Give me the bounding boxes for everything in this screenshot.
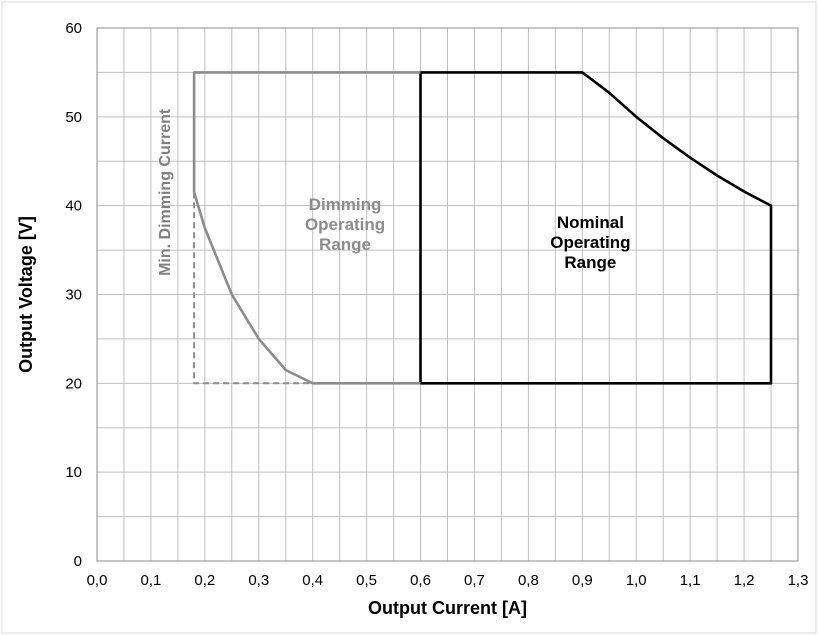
series-line [192, 191, 421, 385]
series-line [193, 192, 313, 385]
series-layer [192, 71, 773, 385]
tick-labels: 0,0 0,1 0,2 0,3 0,4 0,5 0,6 0,7 0,8 0,9 1,0 1,1 1,2 1… [65, 20, 808, 589]
region-label-line: Range [564, 253, 616, 272]
region-label-line: Operating [550, 233, 630, 252]
region-label-line: Nominal [557, 213, 624, 232]
y-axis-title: Output Voltage [V] [16, 216, 36, 373]
y-tick-label: 0 [74, 553, 82, 570]
x-tick-label: 1,3 [788, 572, 809, 589]
x-tick-label: 0,9 [572, 572, 593, 589]
region-label-line: Dimming [309, 195, 382, 214]
y-tick-label: 30 [65, 287, 82, 304]
x-tick-label: 0,0 [87, 572, 108, 589]
x-tick-label: 0,3 [248, 572, 269, 589]
plot-area-border [96, 27, 799, 562]
x-tick-label: 0,4 [302, 572, 323, 589]
x-tick-label: 0,1 [140, 572, 161, 589]
region-label-line: Operating [305, 215, 385, 234]
y-tick-label: 40 [65, 198, 82, 215]
x-tick-label: 0,2 [194, 572, 215, 589]
y-tick-label: 10 [65, 464, 82, 481]
y-tick-label: 20 [65, 375, 82, 392]
region-label-line: Range [319, 235, 371, 254]
x-tick-label: 0,7 [464, 572, 485, 589]
y-tick-label: 50 [65, 109, 82, 126]
x-tick-label: 1,0 [626, 572, 647, 589]
x-tick-label: 0,8 [518, 572, 539, 589]
series-line [192, 71, 421, 193]
region-label: Dimming Operating Range [305, 195, 385, 254]
x-tick-label: 1,2 [734, 572, 755, 589]
min-dimming-current-label: Min. Dimming Current [157, 108, 174, 276]
x-axis-title: Output Current [A] [368, 598, 527, 618]
x-tick-label: 1,1 [680, 572, 701, 589]
y-tick-label: 60 [65, 20, 82, 37]
x-tick-label: 0,5 [356, 572, 377, 589]
region-label: Nominal Operating Range [550, 213, 630, 272]
series-line [419, 71, 773, 385]
x-tick-label: 0,6 [410, 572, 431, 589]
